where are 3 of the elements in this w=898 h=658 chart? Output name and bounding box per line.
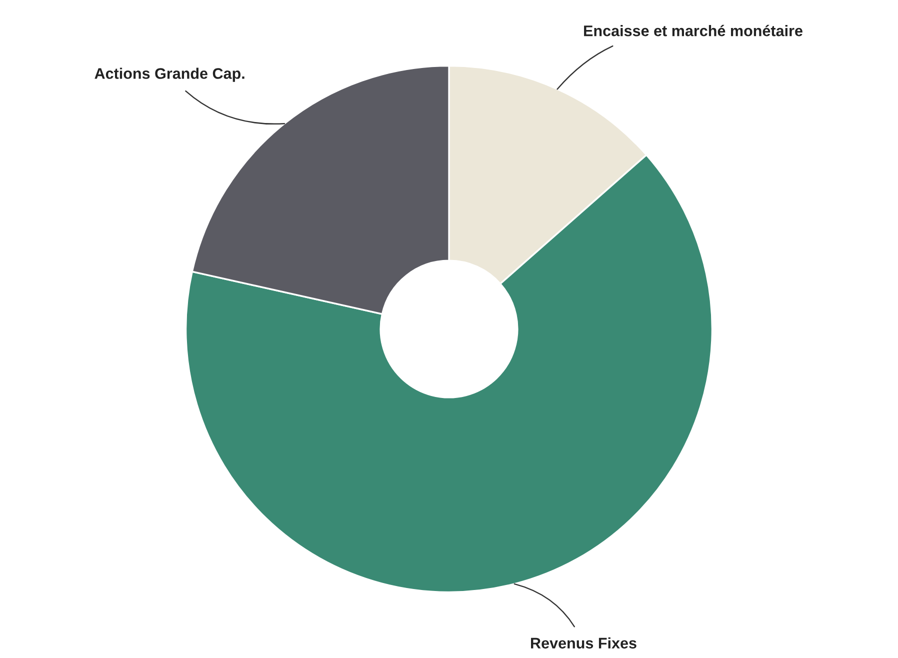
slice-label: Actions Grande Cap. — [94, 68, 244, 82]
slice-label: Revenus Fixes — [531, 637, 636, 649]
slice-label: Encaisse et marché monétaire — [584, 24, 802, 36]
